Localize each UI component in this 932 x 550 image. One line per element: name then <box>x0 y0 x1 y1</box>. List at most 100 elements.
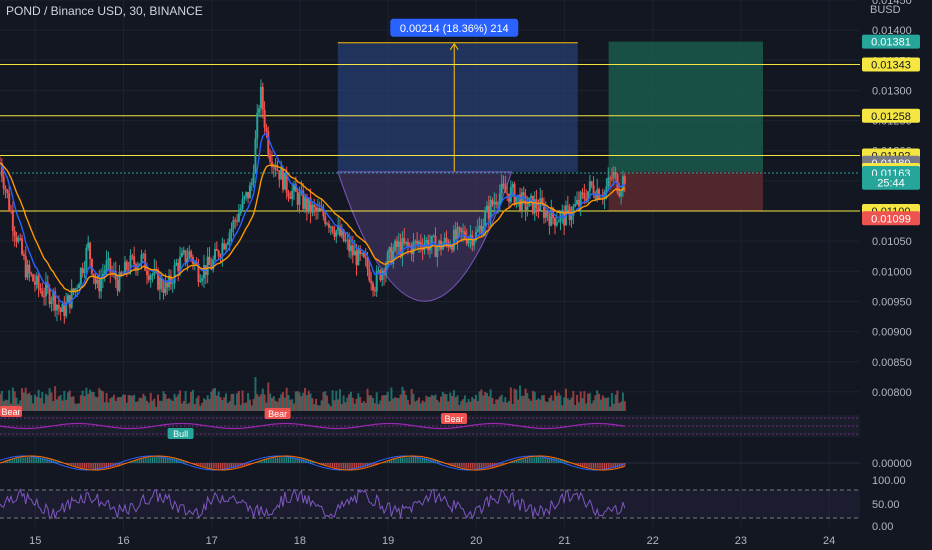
candle-body <box>324 216 327 224</box>
signal-tag-bg <box>441 413 468 424</box>
x-tick-label: 18 <box>294 535 306 547</box>
candle-body <box>388 247 391 252</box>
candle-body <box>243 196 246 200</box>
macd-hist-bar <box>335 463 337 468</box>
macd-hist-bar <box>34 457 36 463</box>
volume-bar <box>186 403 189 411</box>
candle-body <box>313 204 316 208</box>
volume-bar <box>21 388 24 411</box>
measure-label: 0.00214 (18.36%) 214 <box>400 23 509 35</box>
y-tick-label: 0.01450 <box>872 0 912 7</box>
macd-hist-bar <box>343 463 345 469</box>
macd-hist-bar <box>543 457 545 463</box>
volume-bar <box>349 391 352 411</box>
macd-hist-bar <box>234 463 236 468</box>
macd-hist-bar <box>54 460 56 463</box>
y-tick-label: 0.00800 <box>872 387 912 399</box>
volume-bar <box>57 396 60 411</box>
macd-hist-bar <box>207 463 209 468</box>
macd-hist-bar <box>541 457 543 463</box>
macd-hist-bar <box>71 463 73 466</box>
price-tag-label: 0.01343 <box>871 60 911 72</box>
volume-bar <box>463 395 466 411</box>
candle-body <box>180 252 183 257</box>
macd-hist-bar <box>385 461 387 463</box>
macd-hist-bar <box>282 457 284 463</box>
volume-bar <box>528 398 531 411</box>
macd-hist-bar <box>499 463 501 466</box>
candle-body <box>256 112 259 139</box>
ema-fast-line <box>0 132 625 306</box>
macd-hist-bar <box>199 463 201 466</box>
candle-body <box>285 172 288 193</box>
volume-bar <box>440 396 443 411</box>
volume-bar <box>180 403 183 411</box>
volume-bar <box>293 403 296 411</box>
candle-body <box>197 264 200 282</box>
macd-hist-bar <box>574 463 576 465</box>
candle-body <box>307 197 310 211</box>
volume-bar <box>90 391 93 411</box>
candle-body <box>212 259 215 270</box>
macd-hist-bar <box>436 460 438 463</box>
volume-bar <box>495 399 498 411</box>
macd-hist-bar <box>374 463 376 465</box>
candle-body <box>357 248 360 266</box>
candle-body <box>24 256 27 278</box>
macd-hist-bar <box>122 463 124 465</box>
candle-body <box>542 203 545 218</box>
volume-bar <box>315 398 318 411</box>
volume-bar <box>234 405 237 411</box>
candle-body <box>355 250 358 266</box>
macd-hist-bar <box>225 463 227 469</box>
candle-body <box>445 237 448 242</box>
macd-hist-bar <box>236 463 238 468</box>
volume-bar <box>421 400 424 411</box>
volume-bar <box>123 394 126 411</box>
candle-body <box>484 212 487 226</box>
volume-bar <box>54 386 57 411</box>
volume-bar <box>0 390 3 411</box>
candle-body <box>26 264 29 278</box>
volume-bar <box>281 392 284 411</box>
volume-bar <box>197 395 200 411</box>
candle-body <box>544 211 547 218</box>
macd-hist-bar <box>403 457 405 463</box>
candle-body <box>63 303 66 317</box>
candle-body <box>485 205 488 213</box>
volume-bar <box>215 395 218 411</box>
volume-bar <box>460 400 463 411</box>
candle-body <box>19 238 22 240</box>
candle-body <box>515 197 518 205</box>
candle-body <box>278 170 281 180</box>
candle-body <box>149 275 152 280</box>
candle-body <box>280 167 283 180</box>
volume-bar <box>26 393 29 411</box>
macd-hist-bar <box>140 459 143 463</box>
macd-hist-bar <box>355 463 358 469</box>
macd-hist-bar <box>173 458 176 463</box>
candle-body <box>83 269 86 274</box>
macd-hist-bar <box>286 457 288 463</box>
volume-bar <box>511 403 514 411</box>
volume-bar <box>436 400 439 411</box>
candle-body <box>623 176 626 184</box>
candle-body <box>81 268 84 274</box>
volume-bar <box>313 404 316 411</box>
candle-body <box>315 207 318 212</box>
candle-body <box>79 268 82 285</box>
macd-hist-bar <box>370 463 372 466</box>
macd-hist-bar <box>262 460 264 463</box>
macd-hist-bar <box>434 460 437 463</box>
macd-hist-bar <box>229 463 231 469</box>
measure-box <box>337 42 578 172</box>
macd-hist-bar <box>93 463 95 469</box>
volume-bar <box>364 403 367 411</box>
macd-hist-bar <box>280 457 282 463</box>
volume-bar <box>563 397 566 411</box>
y-tick-label: 0.00950 <box>872 296 912 308</box>
candle-body <box>298 193 301 205</box>
volume-bar <box>381 395 384 411</box>
